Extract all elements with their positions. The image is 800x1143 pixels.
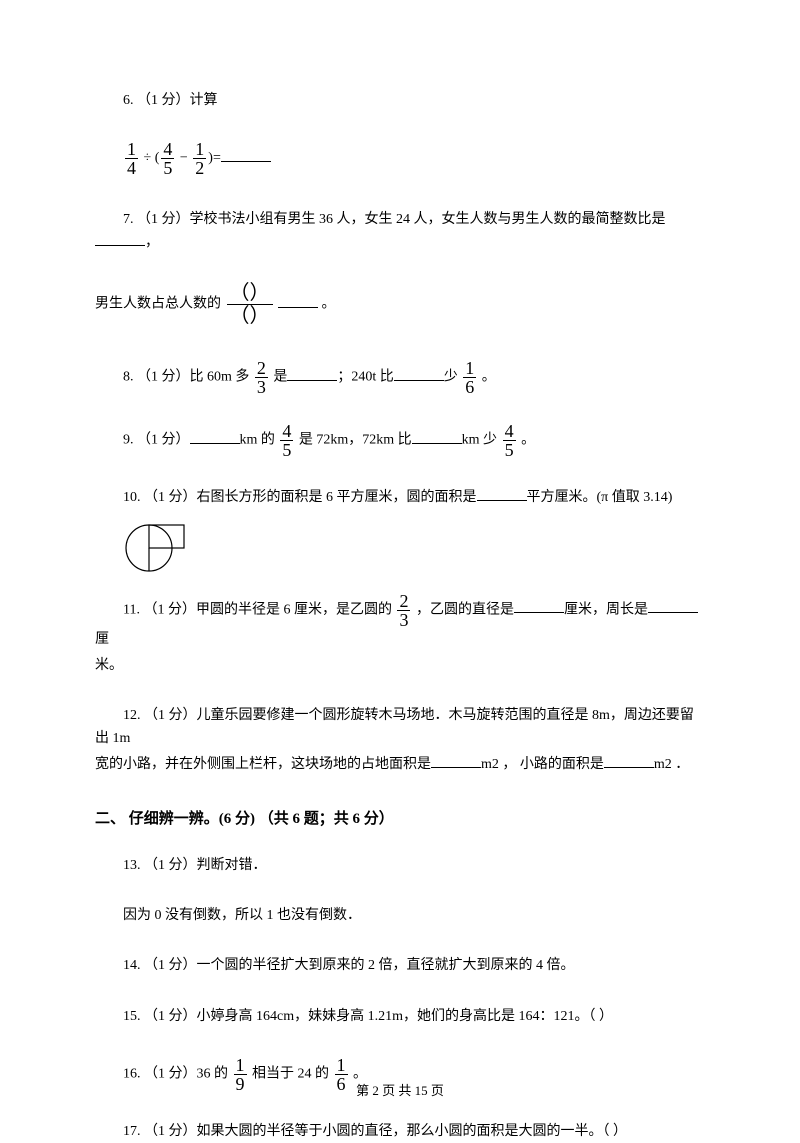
question-7-line1: 7. （1 分）学校书法小组有男生 36 人，女生 24 人，女生人数与男生人数… [95,209,705,254]
question-7-line2: 男生人数占总人数的 （）（） 。 [95,282,705,327]
q7-fracblank-den: （） [227,305,273,327]
q8-mid1: 是 [273,370,287,385]
question-9: 9. （1 分）km 的 45 是 72km，72km 比km 少 45 。 [95,422,705,459]
q12-line2c: m2 ． [654,757,689,772]
question-13-line2: 因为 0 没有倒数，所以 1 也没有倒数． [95,905,705,927]
question-8: 8. （1 分）比 60m 多 23 是 ；240t 比 少 16 。 [95,359,705,396]
q8-suffix: 。 [482,370,496,385]
q9-mid2: 是 72km，72km 比 [299,433,412,448]
q10-suffix: 平方厘米。(π 值取 3.14) [527,490,673,505]
q6-frac3-den: 2 [193,159,206,177]
q6-blank [221,148,271,162]
q7-line2a: 男生人数占总人数的 [95,297,221,312]
q6-frac2-num: 4 [161,140,174,159]
question-17: 17. （1 分）如果大圆的半径等于小圆的直径，那么小圆的面积是大圆的一半。（ … [95,1121,705,1143]
q6-frac1-num: 1 [125,140,138,159]
q11-mid2: 厘米，周长是 [564,602,648,617]
q9-frac1-num: 4 [280,422,293,441]
question-14: 14. （1 分）一个圆的半径扩大到原来的 2 倍，直径就扩大到原来的 4 倍。 [95,955,705,977]
q8-frac1-den: 3 [255,378,268,396]
q9-frac2-den: 5 [503,441,516,459]
q11-blank2 [648,599,698,613]
q16-mid: 相当于 24 的 [252,1067,329,1082]
q16-frac1-num: 1 [234,1056,247,1075]
q7-prefix: 7. （1 分）学校书法小组有男生 36 人，女生 24 人，女生人数与男生人数… [123,212,666,227]
question-10: 10. （1 分）右图长方形的面积是 6 平方厘米，圆的面积是 平方厘米。(π 值… [95,487,705,509]
q12-line2a: 宽的小路，并在外侧围上栏杆，这块场地的占地面积是 [95,757,431,772]
page-footer: 第 2 页 共 15 页 [0,1081,800,1102]
q9-prefix: 9. （1 分） [123,433,190,448]
q8-prefix: 8. （1 分）比 60m 多 [123,370,249,385]
q6-frac1-den: 4 [125,159,138,177]
q11-frac-den: 3 [397,611,410,629]
q9-frac2-num: 4 [503,422,516,441]
q8-mid3: 少 [444,370,458,385]
q9-blank2 [412,430,462,444]
q8-blank2 [394,367,444,381]
q11-frac-num: 2 [397,592,410,611]
question-13-line1: 13. （1 分）判断对错． [95,855,705,877]
q8-frac2-num: 1 [463,359,476,378]
q10-figure [123,522,193,574]
q7-fracblank-num: （） [227,282,273,305]
q8-blank1 [287,367,337,381]
q8-mid2: ；240t 比 [337,370,393,385]
q16-prefix: 16. （1 分）36 的 [123,1067,228,1082]
section-2-header: 二、 仔细辨一辨。(6 分) （共 6 题；共 6 分） [95,807,705,831]
q9-mid1: km 的 [240,433,275,448]
q6-frac2-den: 5 [161,159,174,177]
q12-blank2 [604,754,654,768]
q7-suffix: ， [145,235,159,250]
q11-blank1 [514,599,564,613]
q8-frac1-num: 2 [255,359,268,378]
q8-frac2-den: 6 [463,378,476,396]
question-12-line1: 12. （1 分）儿童乐园要修建一个圆形旋转木马场地．木马旋转范围的直径是 8m… [95,705,705,750]
q12-line2b: m2 ， 小路的面积是 [481,757,604,772]
q6-frac3-num: 1 [193,140,206,159]
q12-blank1 [431,754,481,768]
question-11-line2: 米。 [95,655,705,677]
q16-suffix: 。 [353,1067,367,1082]
question-15: 15. （1 分）小婷身高 164cm，妹妹身高 1.21m，她们的身高比是 1… [95,1006,705,1028]
question-6-equation: 14 ÷ (45 − 12)= [95,140,705,177]
q7-blank1 [95,232,145,246]
q7-blank2 [278,294,318,308]
q10-prefix: 10. （1 分）右图长方形的面积是 6 平方厘米，圆的面积是 [123,490,477,505]
q9-blank1 [190,430,240,444]
q9-suffix: 。 [521,433,535,448]
q7-line2b: 。 [322,297,336,312]
question-6-prefix: 6. （1 分）计算 [95,90,705,112]
q11-mid1: ，乙圆的直径是 [416,602,514,617]
q9-mid3: km 少 [462,433,497,448]
question-11-line1: 11. （1 分）甲圆的半径是 6 厘米，是乙圆的 23 ，乙圆的直径是 厘米，周… [95,592,705,651]
q10-blank [477,487,527,501]
question-12-line2: 宽的小路，并在外侧围上栏杆，这块场地的占地面积是 m2 ， 小路的面积是 m2 ． [95,754,705,776]
q9-frac1-den: 5 [280,441,293,459]
q16-frac2-num: 1 [335,1056,348,1075]
q11-prefix: 11. （1 分）甲圆的半径是 6 厘米，是乙圆的 [123,602,392,617]
q11-mid3: 厘 [95,632,109,647]
